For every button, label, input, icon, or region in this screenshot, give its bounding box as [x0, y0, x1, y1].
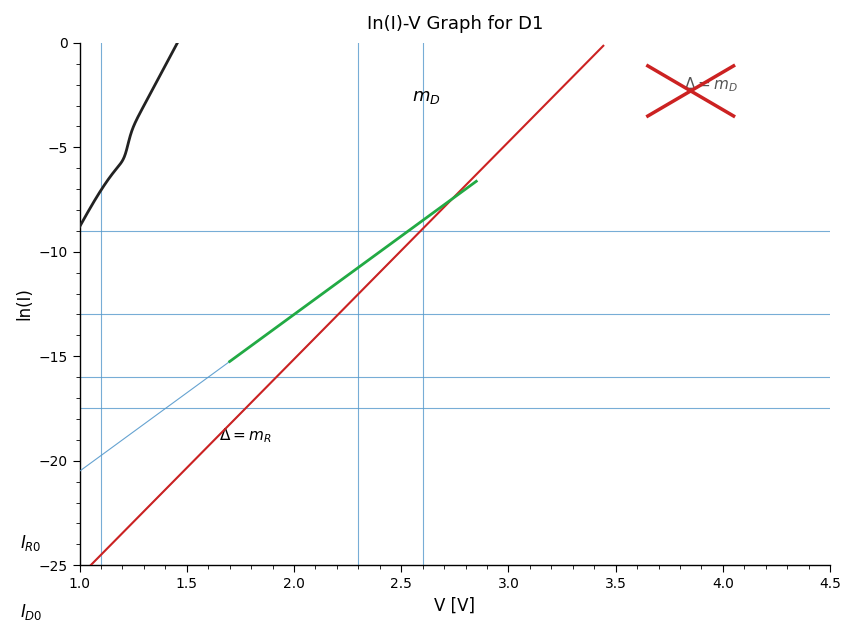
Text: $m_D$: $m_D$ [412, 88, 441, 107]
Text: $\Delta= m_D$: $\Delta= m_D$ [684, 75, 738, 94]
Text: $I_{D0}$: $I_{D0}$ [20, 602, 42, 623]
X-axis label: V [V]: V [V] [434, 597, 475, 614]
Title: In(I)-V Graph for D1: In(I)-V Graph for D1 [366, 15, 543, 33]
Text: $\Delta= m_R$: $\Delta= m_R$ [219, 426, 271, 444]
Text: $I_{R0}$: $I_{R0}$ [20, 533, 41, 553]
Y-axis label: ln(I): ln(I) [15, 288, 33, 320]
